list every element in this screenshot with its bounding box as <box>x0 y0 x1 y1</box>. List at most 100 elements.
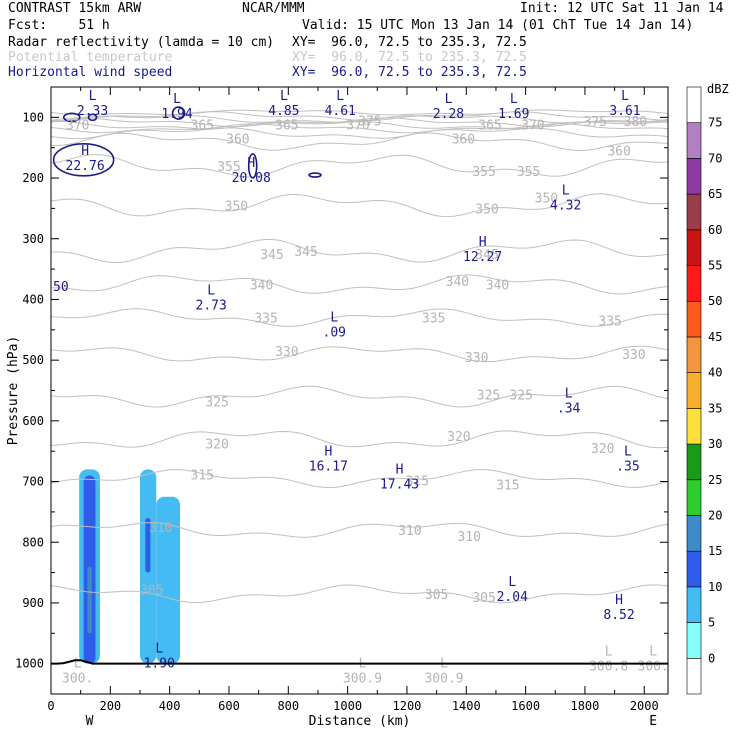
theta-isentrope <box>51 109 668 116</box>
extremum-marker: L <box>605 645 613 660</box>
theta-label: 330 <box>622 348 645 363</box>
colorbar-swatch <box>686 122 702 159</box>
extremum-marker: L <box>89 89 97 104</box>
theta-label: 375 <box>358 114 381 129</box>
extremum-marker: H <box>81 144 89 159</box>
colorbar-swatch <box>686 622 702 659</box>
theta-label: 350 <box>475 202 498 217</box>
theta-label: 335 <box>598 315 621 330</box>
field-name-wind: Horizontal wind speed <box>8 65 173 80</box>
extremum-value: 2.33 <box>77 104 108 119</box>
extremum-marker: L <box>74 657 82 672</box>
colorbar-label: 55 <box>708 259 722 273</box>
y-tick-label: 1000 <box>15 657 44 671</box>
theta-label: 345 <box>294 245 317 260</box>
extremum-value: 8.52 <box>603 608 634 623</box>
extremum-value: 17.43 <box>380 477 419 492</box>
colorbar-swatch <box>686 158 702 195</box>
forecast-hour: Fcst: 51 h <box>8 18 110 33</box>
x-tick-label: 600 <box>218 699 240 713</box>
extremum-marker: L <box>649 645 657 660</box>
direction-west: W <box>86 714 94 729</box>
direction-east: E <box>649 714 657 729</box>
colorbar-label: 50 <box>708 294 722 308</box>
init-time: Init: 12 UTC Sat 11 Jan 14 <box>520 1 724 16</box>
colorbar-label: 5 <box>708 616 715 630</box>
theta-isentrope <box>51 193 668 218</box>
terrain-line <box>51 659 668 665</box>
x-tick-label: 400 <box>159 699 181 713</box>
extremum-marker: L <box>330 311 338 326</box>
y-tick-label: 600 <box>22 414 44 428</box>
wind-contour <box>171 106 186 120</box>
colorbar-label: 60 <box>708 223 722 237</box>
x-tick-label: 1200 <box>393 699 422 713</box>
theta-isentrope <box>51 111 668 122</box>
extremum-value: 300.8 <box>589 660 628 675</box>
colorbar-label: 30 <box>708 437 722 451</box>
x-tick-label: 0 <box>47 699 54 713</box>
extremum-value: 2.28 <box>433 107 464 122</box>
theta-label: 320 <box>205 437 228 452</box>
theta-label: 305 <box>472 591 495 606</box>
field-xy-reflectivity: XY= 96.0, 72.5 to 235.3, 72.5 <box>292 35 527 50</box>
theta-isentrope <box>51 430 668 449</box>
theta-label: 355 <box>217 160 240 175</box>
theta-label: 305 <box>425 588 448 603</box>
y-tick-label: 800 <box>22 535 44 549</box>
theta-label: 310 <box>398 524 421 539</box>
center-name: NCAR/MMM <box>242 1 305 16</box>
colorbar-unit: dBZ <box>707 82 729 96</box>
colorbar-label: 20 <box>708 508 722 522</box>
y-axis-label: Pressure (hPa) <box>6 336 21 446</box>
extremum-value: 12.27 <box>463 250 502 265</box>
y-tick-label: 700 <box>22 475 44 489</box>
y-tick-label: 200 <box>22 171 44 185</box>
theta-label: 310 <box>458 530 481 545</box>
extremum-value: 1.69 <box>498 107 529 122</box>
extremum-marker: L <box>155 642 163 657</box>
extremum-marker: L <box>336 89 344 104</box>
extremum-value: 16.17 <box>309 459 348 474</box>
field-name-theta: Potential temperature <box>8 50 173 65</box>
theta-isentrope <box>51 308 668 328</box>
field-xy-wind: XY= 96.0, 72.5 to 235.3, 72.5 <box>292 65 527 80</box>
colorbar-swatch <box>686 229 702 266</box>
x-tick-label: 1600 <box>511 699 540 713</box>
wind-contour <box>62 112 81 123</box>
extremum-value: 300.9 <box>343 672 382 687</box>
theta-isentrope <box>51 469 668 489</box>
theta-label: 335 <box>422 312 445 327</box>
theta-label: 375 <box>584 115 607 130</box>
extremum-value: .35 <box>616 459 639 474</box>
colorbar-label: 75 <box>708 116 722 130</box>
theta-label: 365 <box>191 119 214 134</box>
reflectivity-cell <box>87 566 92 634</box>
extremum-value: 1.94 <box>161 107 192 122</box>
extremum-marker: L <box>562 183 570 198</box>
x-tick-label: 1000 <box>333 699 362 713</box>
theta-label: 360 <box>226 133 249 148</box>
extremum-value: 300. <box>638 660 669 675</box>
extremum-marker: L <box>565 387 573 402</box>
wind-contour <box>247 153 258 179</box>
colorbar-swatch <box>686 408 702 445</box>
y-tick-label: 500 <box>22 353 44 367</box>
theta-isentrope <box>51 345 668 363</box>
extremum-value: .34 <box>557 402 581 417</box>
theta-label: 320 <box>591 442 614 457</box>
reflectivity-cell <box>156 496 181 664</box>
colorbar-swatch <box>686 515 702 552</box>
theta-isentrope <box>51 274 668 295</box>
theta-label: 365 <box>275 119 298 134</box>
extremum-value: .09 <box>323 326 346 341</box>
theta-label: 315 <box>406 474 429 489</box>
colorbar-swatch <box>686 86 702 124</box>
valid-time: Valid: 15 UTC Mon 13 Jan 14 (01 ChT Tue … <box>302 18 694 33</box>
extremum-value: 4.61 <box>325 104 356 119</box>
theta-label: 370 <box>346 119 369 134</box>
theta-isentrope <box>51 117 668 128</box>
theta-label: 350 <box>225 199 248 214</box>
